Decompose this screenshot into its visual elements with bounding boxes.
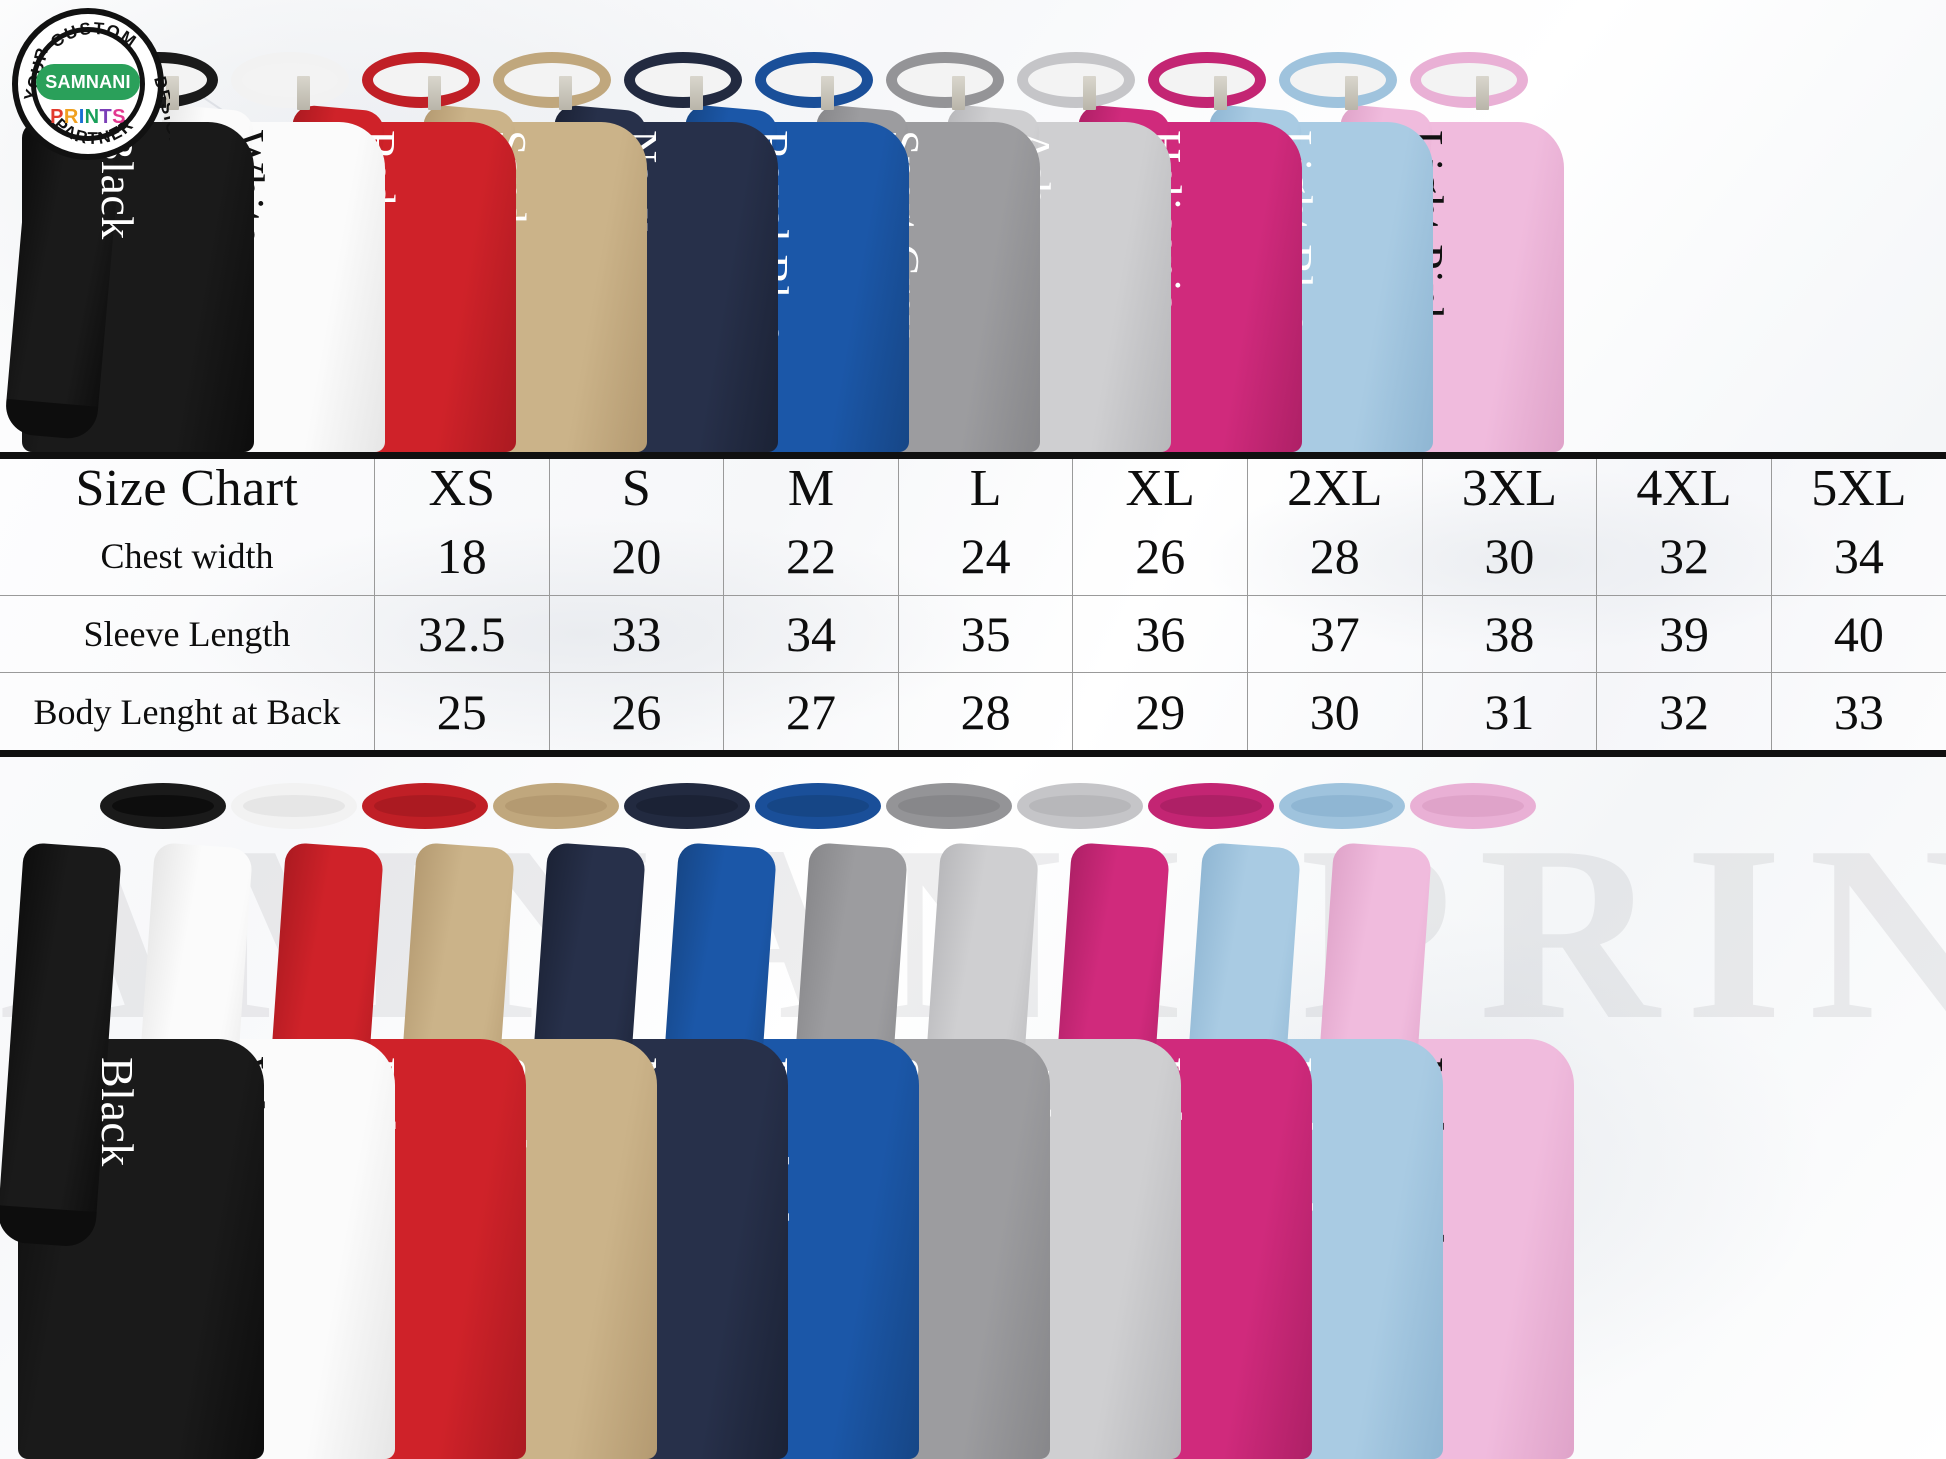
row-label-body-length: Body Lenght at Back (0, 672, 375, 750)
logo-ring (31, 27, 145, 141)
logo-arc-text: CUSTOM PARTNER YOUR DESIGN (20, 19, 170, 152)
brand-neck-tag (690, 75, 704, 110)
brand-neck-tag (1214, 75, 1228, 110)
brand-neck-tag (1345, 75, 1359, 110)
svg-text:CUSTOM: CUSTOM (47, 19, 140, 52)
cell-body-xl: 29 (1072, 672, 1248, 750)
row-label-sleeve-length: Sleeve Length (0, 594, 375, 674)
cell-body-m: 27 (723, 672, 899, 750)
cell-chest-s: 20 (548, 518, 725, 596)
logo-brand-name: SAMNANI (45, 71, 131, 92)
cell-chest-5xl: 34 (1770, 518, 1946, 596)
cell-chest-xs: 18 (373, 518, 550, 596)
cell-sleeve-4xl: 39 (1596, 594, 1772, 674)
column-header-l: L (897, 459, 1074, 518)
cell-chest-xl: 26 (1072, 518, 1248, 596)
garment-collar (886, 52, 1004, 108)
colorway-label: Black (92, 1057, 143, 1167)
cell-sleeve-xs: 32.5 (373, 594, 550, 674)
brand-neck-tag (1083, 75, 1097, 110)
column-header-3xl: 3XL (1421, 459, 1598, 518)
garment-collar (1017, 52, 1135, 108)
table-header-row: Size Chart XS S M L XL 2XL 3XL 4XL 5XL (0, 459, 1946, 518)
column-header-s: S (548, 459, 725, 518)
cell-chest-m: 22 (723, 518, 899, 596)
table-row: Chest width 18 20 22 24 26 28 30 32 34 (0, 518, 1946, 596)
garment-collar (1279, 52, 1397, 108)
cell-chest-3xl: 30 (1421, 518, 1598, 596)
svg-text:DESIGN: DESIGN (150, 74, 170, 151)
sweatshirt-black: Black (0, 757, 264, 1459)
brand-neck-tag (821, 75, 835, 110)
cell-sleeve-s: 33 (548, 594, 725, 674)
cell-sleeve-3xl: 38 (1421, 594, 1598, 674)
brand-neck-tag (166, 75, 180, 110)
garment-collar (1017, 783, 1143, 829)
brand-neck-tag (1476, 75, 1490, 110)
column-header-m: M (723, 459, 899, 518)
size-chart-table-wrapper: Size Chart XS S M L XL 2XL 3XL 4XL 5XL C… (0, 452, 1946, 757)
cell-sleeve-l: 35 (897, 594, 1074, 674)
garment-collar (100, 783, 226, 829)
table-row: Sleeve Length 32.5 33 34 35 36 37 38 39 … (0, 594, 1946, 674)
brand-neck-tag (559, 75, 573, 110)
cell-sleeve-xl: 36 (1072, 594, 1248, 674)
cell-body-l: 28 (897, 672, 1074, 750)
column-header-5xl: 5XL (1770, 459, 1946, 518)
brand-logo: CUSTOM PARTNER YOUR DESIGN SAMNANI PRINT… (12, 8, 170, 160)
column-header-xs: XS (373, 459, 550, 518)
garment-rack-back: BlackWhiteRedSandNavyRoyal BlueSport Gre… (0, 757, 1946, 1459)
garment-collar (1148, 52, 1266, 108)
logo-sub-name: PRINTS (50, 106, 126, 128)
column-header-2xl: 2XL (1247, 459, 1423, 518)
size-chart-table: Size Chart XS S M L XL 2XL 3XL 4XL 5XL C… (0, 459, 1946, 750)
brand-neck-tag (297, 75, 311, 110)
garment-collar (231, 52, 349, 108)
garment-collar (1279, 783, 1405, 829)
cell-sleeve-5xl: 40 (1770, 594, 1946, 674)
garment-collar (362, 52, 480, 108)
cell-chest-4xl: 32 (1596, 518, 1772, 596)
table-row: Body Lenght at Back 25 26 27 28 29 30 31… (0, 672, 1946, 750)
cell-body-4xl: 32 (1596, 672, 1772, 750)
row-label-chest-width: Chest width (0, 518, 375, 596)
cell-body-5xl: 33 (1770, 672, 1946, 750)
garment-collar (624, 52, 742, 108)
cell-body-s: 26 (548, 672, 725, 750)
cell-chest-2xl: 28 (1247, 518, 1423, 596)
garment-collar (493, 52, 611, 108)
garment-collar (755, 52, 873, 108)
cell-body-3xl: 31 (1421, 672, 1598, 750)
size-chart-title: Size Chart (0, 459, 375, 518)
brand-neck-tag (952, 75, 966, 110)
garment-rack-front: BlackWhiteRedSandNavyRoyal BlueSport Gre… (0, 0, 1946, 452)
cell-chest-l: 24 (897, 518, 1074, 596)
garment-collar (1410, 52, 1528, 108)
cell-body-xs: 25 (373, 672, 550, 750)
cell-sleeve-m: 34 (723, 594, 899, 674)
garment-collar (493, 783, 619, 829)
cell-sleeve-2xl: 37 (1247, 594, 1423, 674)
column-header-xl: XL (1072, 459, 1248, 518)
brand-neck-tag (428, 75, 442, 110)
column-header-4xl: 4XL (1596, 459, 1772, 518)
logo-brand-pill: SAMNANI (36, 64, 140, 100)
cell-body-2xl: 30 (1247, 672, 1423, 750)
